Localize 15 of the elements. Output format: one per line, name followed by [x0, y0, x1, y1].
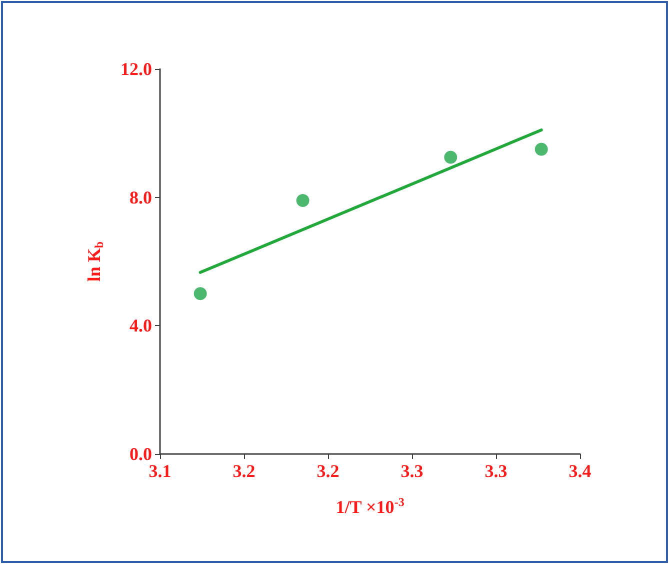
- y-tick-label: 8.0: [130, 187, 152, 208]
- point: [194, 287, 207, 300]
- y-axis-title: ln Kb: [84, 241, 106, 282]
- x-tick-label: 3.3: [484, 461, 508, 481]
- y-tick-label: 12.0: [120, 59, 152, 79]
- y-tick-label: 4.0: [130, 316, 152, 336]
- x-tick-label: 3.1: [148, 461, 172, 481]
- y-tick-label: 0.0: [130, 444, 152, 464]
- x-tick-label: 3.3: [400, 461, 424, 481]
- x-tick-label: 3.2: [232, 461, 256, 481]
- point: [444, 150, 458, 164]
- x-tick-label: 3.2: [316, 461, 340, 481]
- x-tick-label: 3.4: [568, 461, 592, 481]
- point: [296, 194, 310, 208]
- point: [534, 142, 548, 156]
